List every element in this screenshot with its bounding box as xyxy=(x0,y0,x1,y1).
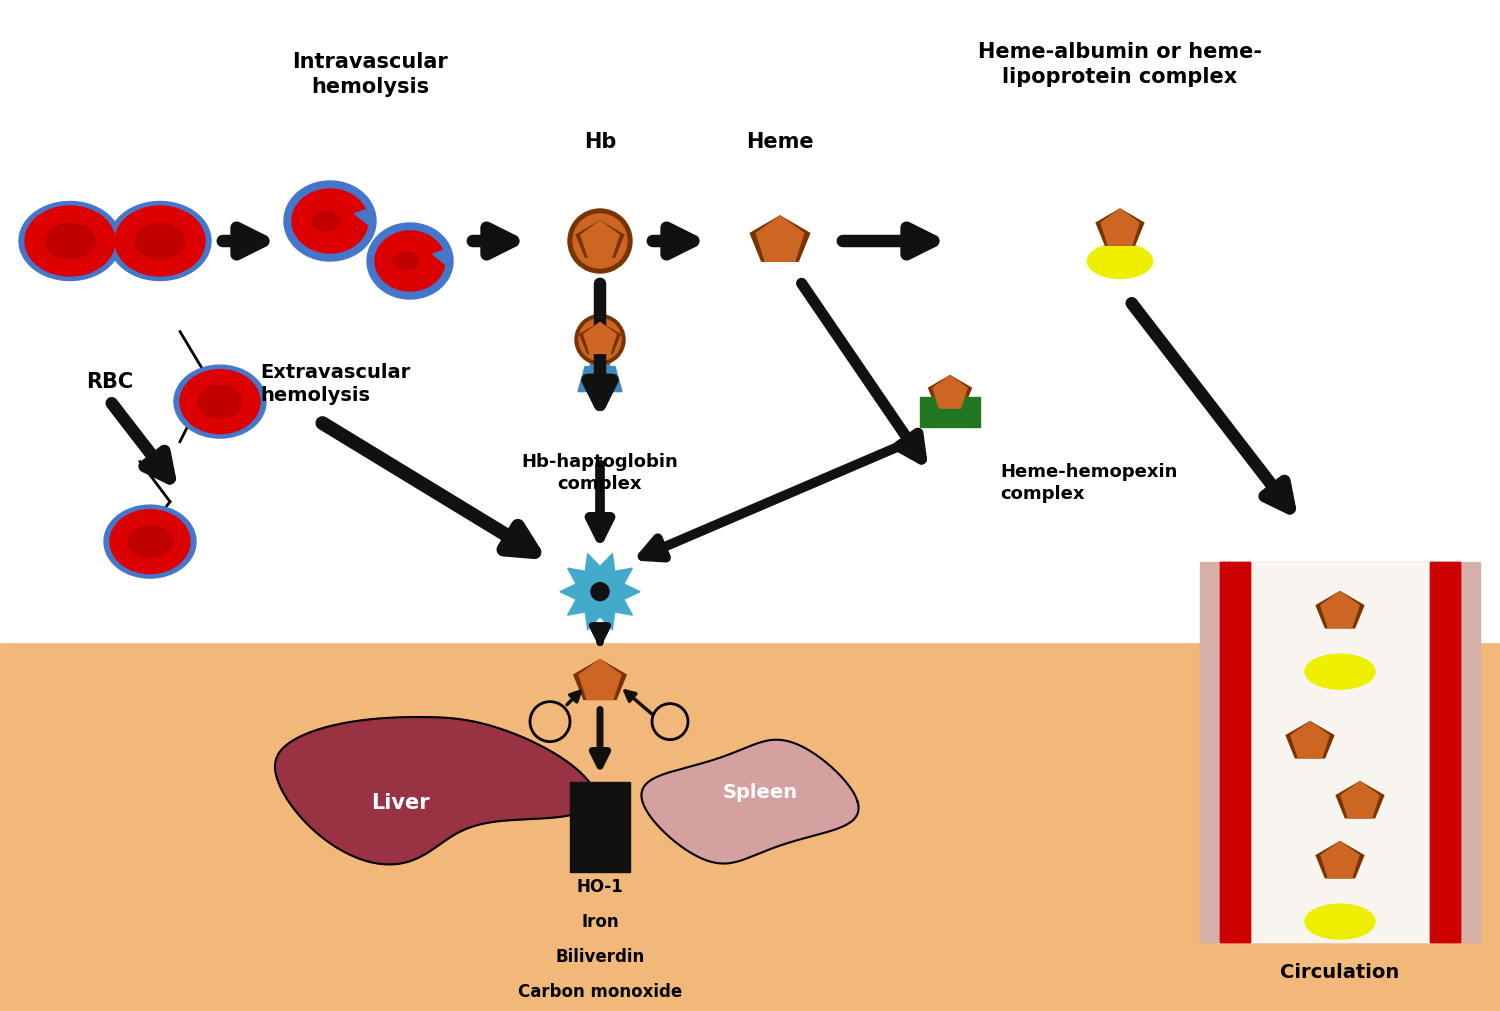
Polygon shape xyxy=(1316,592,1364,628)
Ellipse shape xyxy=(45,224,94,259)
Polygon shape xyxy=(292,190,368,254)
Ellipse shape xyxy=(26,207,116,277)
Ellipse shape xyxy=(128,526,172,558)
Circle shape xyxy=(579,319,621,361)
Ellipse shape xyxy=(180,370,260,434)
Polygon shape xyxy=(579,660,621,700)
Bar xyxy=(1430,562,1460,941)
Text: Intravascular
hemolysis: Intravascular hemolysis xyxy=(292,52,448,97)
Polygon shape xyxy=(584,324,616,354)
Text: HO-1: HO-1 xyxy=(576,877,624,895)
Polygon shape xyxy=(933,376,968,408)
Circle shape xyxy=(573,214,627,269)
Polygon shape xyxy=(590,352,610,367)
Polygon shape xyxy=(580,221,620,258)
Ellipse shape xyxy=(174,366,266,439)
Polygon shape xyxy=(1336,782,1384,818)
Polygon shape xyxy=(1286,722,1334,758)
Text: Heme: Heme xyxy=(746,131,814,152)
Polygon shape xyxy=(284,182,376,262)
Bar xyxy=(0,0,1500,642)
Ellipse shape xyxy=(110,511,190,574)
Text: Heme-hemopexin
complex: Heme-hemopexin complex xyxy=(1000,462,1178,502)
Text: Biliverdin: Biliverdin xyxy=(555,946,645,964)
Ellipse shape xyxy=(104,506,196,578)
Text: Hb-haptoglobin
complex: Hb-haptoglobin complex xyxy=(522,452,678,492)
Circle shape xyxy=(568,210,632,274)
Polygon shape xyxy=(750,216,810,262)
Polygon shape xyxy=(1316,842,1364,878)
Polygon shape xyxy=(274,718,596,864)
Text: Heme-albumin or heme-
lipoprotein complex: Heme-albumin or heme- lipoprotein comple… xyxy=(978,42,1262,87)
Ellipse shape xyxy=(1305,904,1376,939)
Polygon shape xyxy=(375,232,444,292)
Text: Iron: Iron xyxy=(580,912,620,930)
Polygon shape xyxy=(580,324,620,354)
Polygon shape xyxy=(1096,210,1144,246)
Text: RBC: RBC xyxy=(87,372,134,391)
Ellipse shape xyxy=(198,386,242,419)
Polygon shape xyxy=(1322,842,1359,878)
Bar xyxy=(570,782,630,871)
Ellipse shape xyxy=(314,212,339,232)
Bar xyxy=(1220,562,1250,941)
Ellipse shape xyxy=(116,207,206,277)
Ellipse shape xyxy=(110,202,212,281)
Polygon shape xyxy=(1341,782,1378,818)
Ellipse shape xyxy=(135,224,184,259)
Ellipse shape xyxy=(20,202,122,281)
Polygon shape xyxy=(928,376,972,408)
Polygon shape xyxy=(1101,210,1138,246)
Polygon shape xyxy=(1322,592,1359,628)
Text: Spleen: Spleen xyxy=(723,783,798,802)
Circle shape xyxy=(591,583,609,601)
Polygon shape xyxy=(574,660,626,700)
Ellipse shape xyxy=(394,253,418,271)
Polygon shape xyxy=(642,740,858,863)
Bar xyxy=(1430,562,1460,941)
Polygon shape xyxy=(578,367,622,392)
Bar xyxy=(0,642,1500,1011)
Text: Extravascular
hemolysis: Extravascular hemolysis xyxy=(260,362,410,404)
Ellipse shape xyxy=(1088,245,1152,279)
Polygon shape xyxy=(368,223,453,299)
Bar xyxy=(1200,562,1480,941)
Polygon shape xyxy=(1292,722,1329,758)
Bar xyxy=(920,397,980,428)
Circle shape xyxy=(574,315,626,365)
Text: Circulation: Circulation xyxy=(1281,961,1400,981)
Text: Liver: Liver xyxy=(370,792,429,812)
Text: Carbon monoxide: Carbon monoxide xyxy=(518,982,682,1000)
Polygon shape xyxy=(756,216,804,262)
Polygon shape xyxy=(560,554,640,630)
Bar xyxy=(1250,562,1430,941)
Text: Hb: Hb xyxy=(584,131,616,152)
Bar xyxy=(1250,562,1430,941)
Bar xyxy=(1220,562,1250,941)
Polygon shape xyxy=(576,221,624,258)
Ellipse shape xyxy=(1305,654,1376,690)
